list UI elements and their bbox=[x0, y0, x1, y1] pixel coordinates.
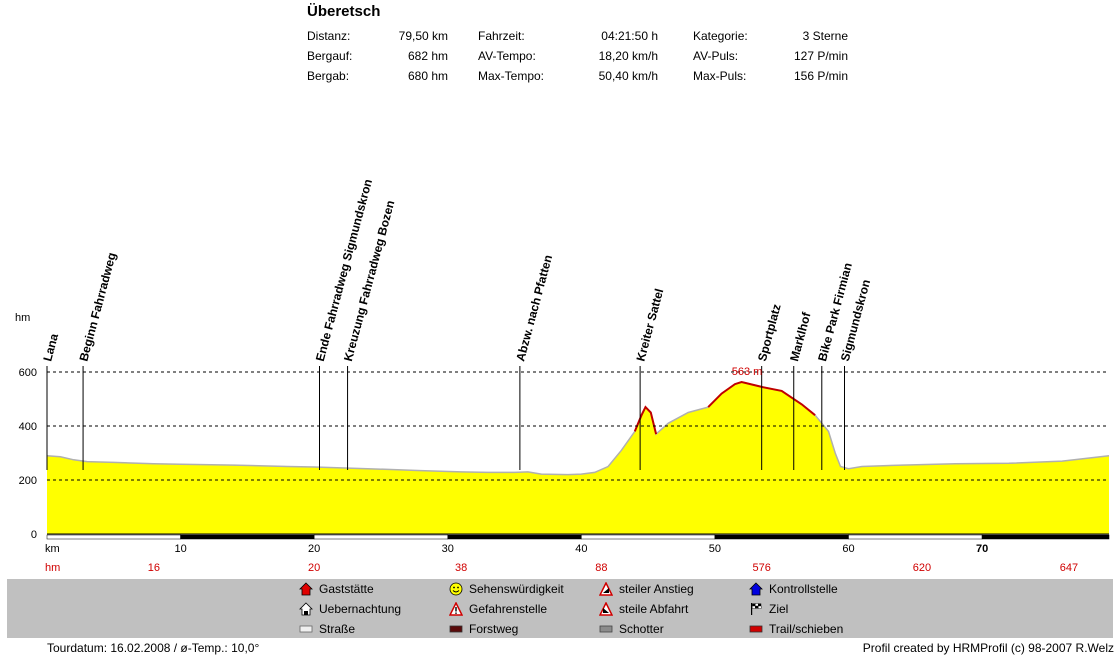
hm-row-value: 620 bbox=[913, 562, 931, 574]
footer-credit: Profil created by HRMProfil (c) 98-2007 … bbox=[862, 641, 1114, 655]
stat-value: 3 Sterne bbox=[802, 29, 848, 43]
stat-label: Max-Puls: bbox=[693, 69, 747, 83]
hm-row-value: 38 bbox=[455, 562, 467, 574]
stat-value: 79,50 km bbox=[398, 29, 448, 43]
stat-value: 18,20 km/h bbox=[598, 49, 658, 63]
legend-label: Trail/schieben bbox=[769, 622, 844, 636]
smiley-icon bbox=[449, 582, 463, 596]
hm-row-value: 16 bbox=[148, 562, 160, 574]
warning-icon bbox=[448, 601, 464, 616]
stat-label: Bergab: bbox=[307, 69, 350, 83]
stat-label: AV-Puls: bbox=[693, 49, 739, 63]
checkpoint-blue-icon bbox=[749, 582, 763, 596]
km-scale-segment bbox=[313, 534, 449, 540]
y-tick-label: 600 bbox=[19, 367, 37, 379]
house-white-icon bbox=[299, 602, 313, 616]
km-scale-segment bbox=[581, 534, 716, 540]
steep-up-icon bbox=[598, 581, 614, 596]
legend-item: steile Abfahrt bbox=[598, 601, 689, 616]
x-tick-label: 30 bbox=[442, 543, 454, 555]
trail-red-icon bbox=[749, 622, 763, 636]
stat-label: Bergauf: bbox=[307, 49, 353, 63]
legend-label: steiler Anstieg bbox=[619, 582, 694, 596]
legend-label: Schotter bbox=[619, 622, 664, 636]
km-scale-segment bbox=[981, 534, 1110, 540]
footer-tour-info: Tourdatum: 16.02.2008 / ø-Temp.: 10,0° bbox=[47, 641, 260, 655]
elevation-line bbox=[46, 381, 1110, 476]
stat-value: 682 hm bbox=[407, 49, 448, 63]
legend-label: Gaststätte bbox=[319, 582, 374, 596]
legend-label: Ziel bbox=[769, 602, 789, 616]
stat-label: Kategorie: bbox=[693, 29, 748, 43]
km-scale-segment bbox=[714, 534, 849, 540]
x-tick-label: 70 bbox=[976, 543, 988, 555]
legend-item: steiler Anstieg bbox=[598, 581, 694, 596]
legend-item: Uebernachtung bbox=[299, 602, 401, 616]
poi-label: Abzw. nach Pfatten bbox=[513, 253, 555, 362]
steep-segment bbox=[707, 380, 816, 416]
legend-item: Trail/schieben bbox=[749, 622, 843, 636]
poi-label: Marklhof bbox=[787, 310, 814, 363]
stat-value: 04:21:50 h bbox=[601, 29, 658, 43]
legend-label: Sehenswürdigkeit bbox=[469, 582, 564, 596]
stat-label: AV-Tempo: bbox=[478, 49, 536, 63]
legend-item: Straße bbox=[299, 622, 355, 636]
poi-label: Sportplatz bbox=[755, 302, 784, 362]
legend-label: Kontrollstelle bbox=[769, 582, 838, 596]
hm-row-label: hm bbox=[45, 562, 60, 574]
y-axis-label: hm bbox=[15, 312, 30, 324]
legend-item: Forstweg bbox=[449, 622, 518, 636]
km-scale-segment bbox=[848, 534, 983, 540]
elevation-area bbox=[47, 382, 1109, 534]
hm-row-value: 20 bbox=[308, 562, 320, 574]
poi-label: Lana bbox=[40, 332, 61, 363]
poi-label: Kreiter Sattel bbox=[633, 287, 666, 363]
km-scale-segment bbox=[447, 534, 582, 540]
house-red-icon bbox=[299, 582, 313, 596]
legend-label: Straße bbox=[319, 622, 356, 636]
x-tick-label: 40 bbox=[575, 543, 587, 555]
x-tick-label: 50 bbox=[709, 543, 721, 555]
poi-label: Beginn Fahrradweg bbox=[76, 251, 119, 363]
gravel-icon bbox=[599, 622, 613, 636]
steep-segment bbox=[633, 405, 658, 435]
max-elevation-label: 563 m bbox=[732, 366, 763, 378]
steep-down-icon bbox=[598, 601, 614, 616]
legend-panel: Gaststätte Uebernachtung Straße Sehenswü… bbox=[7, 579, 1113, 638]
km-scale-segment bbox=[46, 534, 181, 540]
stat-label: Max-Tempo: bbox=[478, 69, 545, 83]
finish-flag-icon bbox=[749, 602, 763, 616]
hm-row-value: 88 bbox=[595, 562, 607, 574]
x-tick-label: 20 bbox=[308, 543, 320, 555]
legend-label: Uebernachtung bbox=[319, 602, 402, 616]
legend-item: Ziel bbox=[749, 602, 788, 616]
legend-item: Sehenswürdigkeit bbox=[449, 582, 564, 596]
legend-label: Forstweg bbox=[469, 622, 519, 636]
legend-label: steile Abfahrt bbox=[619, 602, 689, 616]
km-scale-segment bbox=[180, 534, 315, 540]
road-white-icon bbox=[299, 622, 313, 636]
y-tick-label: 200 bbox=[19, 475, 37, 487]
legend-item: Schotter bbox=[599, 622, 664, 636]
y-tick-label: 400 bbox=[19, 421, 37, 433]
stat-value: 127 P/min bbox=[793, 49, 848, 63]
legend-label: Gefahrenstelle bbox=[469, 602, 548, 616]
tour-title: Überetsch bbox=[307, 3, 381, 20]
x-tick-label: 10 bbox=[174, 543, 186, 555]
stat-label: Distanz: bbox=[307, 29, 351, 43]
x-tick-label: 60 bbox=[842, 543, 854, 555]
elevation-chart: 0 200 400 600 hm km 10 20 30 40 50 60 70 hm 16 20 38 88 57… bbox=[15, 178, 1110, 574]
legend-item: Gefahrenstelle bbox=[448, 601, 548, 616]
forest-road-icon bbox=[449, 622, 463, 636]
stat-value: 680 hm bbox=[407, 69, 448, 83]
legend-item: Kontrollstelle bbox=[749, 582, 838, 596]
hm-row-value: 647 bbox=[1060, 562, 1078, 574]
stat-value: 156 P/min bbox=[793, 69, 848, 83]
hm-row-value: 576 bbox=[752, 562, 770, 574]
x-axis-label: km bbox=[45, 543, 60, 555]
legend-item: Gaststätte bbox=[299, 582, 374, 596]
y-tick-label: 0 bbox=[31, 529, 37, 541]
stat-value: 50,40 km/h bbox=[598, 69, 658, 83]
stat-label: Fahrzeit: bbox=[478, 29, 525, 43]
